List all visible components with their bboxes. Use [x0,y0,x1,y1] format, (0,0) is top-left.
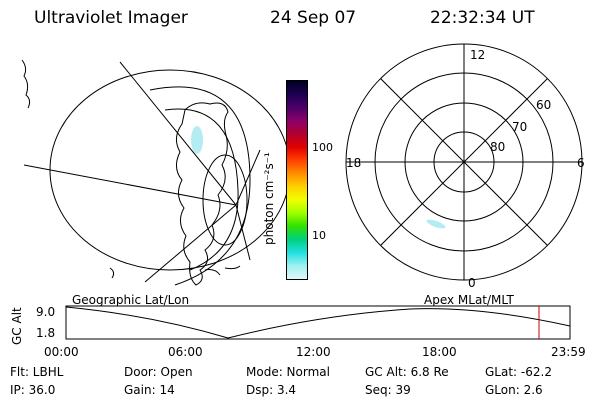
altitude-plot-frame [65,305,571,340]
coastline-fragment [21,59,31,109]
time-tick-1200: 12:00 [296,345,331,359]
footer-ip: IP: 36.0 [10,383,56,397]
polar-label-12: 12 [470,48,486,62]
footer-glon: GLon: 2.6 [485,383,543,397]
lat-circle-small [202,154,248,246]
meridian-2 [23,164,237,206]
date-label: 24 Sep 07 [270,8,357,28]
polar-lat-80: 80 [490,140,506,154]
polar-lat-60: 60 [536,98,552,112]
time-tick-1800: 18:00 [422,345,457,359]
polar-diagonal-2 [380,78,548,246]
lat-circle-inner [164,108,239,271]
footer-mode: Mode: Normal [246,365,330,379]
polar-label-0: 0 [468,276,476,290]
meridian-5 [235,149,261,206]
meridian-1 [119,61,237,206]
time-tick-0000: 00:00 [44,345,79,359]
meridian-3 [144,204,237,283]
altitude-tick-9: 9.0 [36,305,56,319]
coastline-fragment-2 [109,267,115,279]
footer-glat: GLat: -62.2 [485,365,552,379]
footer-seq: Seq: 39 [365,383,411,397]
colorbar-tick-10: 10 [312,229,326,242]
instrument-title: Ultraviolet Imager [34,8,188,28]
footer-filter: Flt: LBHL [10,365,64,379]
time-label: 22:32:34 UT [430,8,535,28]
footer-gc-alt: GC Alt: 6.8 Re [365,365,449,379]
footer-door: Door: Open [124,365,193,379]
geo-label: Geographic Lat/Lon [72,293,190,307]
meridian-4 [235,204,251,261]
aurora-patch-polar [426,219,446,229]
time-tick-0600: 06:00 [168,345,203,359]
altitude-curve [65,306,571,339]
polar-lat-70: 70 [512,120,528,134]
time-tick-2359: 23:59 [551,345,586,359]
colorbar-tick-100: 100 [312,141,333,154]
altitude-tick-1-8: 1.8 [36,326,56,340]
polar-label-6: 6 [577,156,585,170]
island-fragments [204,265,241,276]
aurora-patch-geo [191,126,203,154]
lat-circle-mid [149,86,251,286]
polar-label-18: 18 [346,156,362,170]
footer-gain: Gain: 14 [124,383,175,397]
footer-dsp: Dsp: 3.4 [246,383,297,397]
continent-outline [176,102,229,286]
colorbar [286,80,308,280]
apex-label: Apex MLat/MLT [424,293,514,307]
